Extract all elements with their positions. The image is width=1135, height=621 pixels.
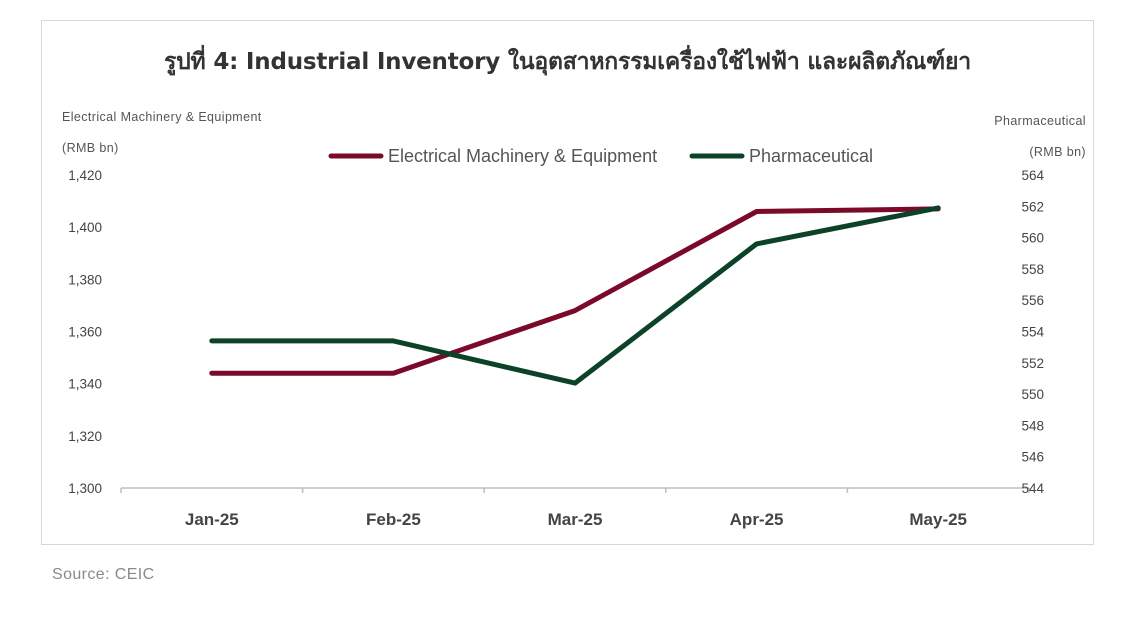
left-tick-label: 1,340 xyxy=(68,377,102,392)
left-axis-unit: (RMB bn) xyxy=(62,141,119,155)
x-tick-label: Mar-25 xyxy=(548,510,603,529)
left-tick-label: 1,420 xyxy=(68,168,102,183)
right-tick-label: 544 xyxy=(1021,481,1044,496)
x-tick-label: Feb-25 xyxy=(366,510,421,529)
left-axis-title: Electrical Machinery & Equipment xyxy=(62,110,262,124)
left-tick-label: 1,360 xyxy=(68,325,102,340)
chart-frame xyxy=(41,20,1094,545)
chart-title: รูปที่ 4: Industrial Inventory ในอุตสาหก… xyxy=(164,49,971,75)
right-tick-label: 558 xyxy=(1021,262,1044,277)
x-tick-label: Apr-25 xyxy=(730,510,784,529)
right-tick-label: 552 xyxy=(1021,356,1044,371)
legend-label-1: Electrical Machinery & Equipment xyxy=(388,146,657,166)
right-tick-label: 550 xyxy=(1021,387,1044,402)
right-tick-label: 562 xyxy=(1021,199,1044,214)
right-tick-label: 556 xyxy=(1021,293,1044,308)
right-axis-unit: (RMB bn) xyxy=(1029,145,1086,159)
left-tick-label: 1,300 xyxy=(68,481,102,496)
series-line-2 xyxy=(209,205,941,386)
left-tick-label: 1,400 xyxy=(68,220,102,235)
left-tick-label: 1,380 xyxy=(68,272,102,287)
right-tick-label: 564 xyxy=(1021,168,1044,183)
x-tick-label: Jan-25 xyxy=(185,510,239,529)
right-tick-label: 560 xyxy=(1021,231,1044,246)
source-note: Source: CEIC xyxy=(52,566,155,583)
series-line-1 xyxy=(209,206,941,376)
right-tick-label: 546 xyxy=(1021,450,1044,465)
left-tick-label: 1,320 xyxy=(68,429,102,444)
right-tick-label: 548 xyxy=(1021,418,1044,433)
right-axis-title: Pharmaceutical xyxy=(994,114,1086,128)
right-tick-label: 554 xyxy=(1021,325,1044,340)
legend-label-2: Pharmaceutical xyxy=(749,146,873,166)
x-tick-label: May-25 xyxy=(909,510,967,529)
